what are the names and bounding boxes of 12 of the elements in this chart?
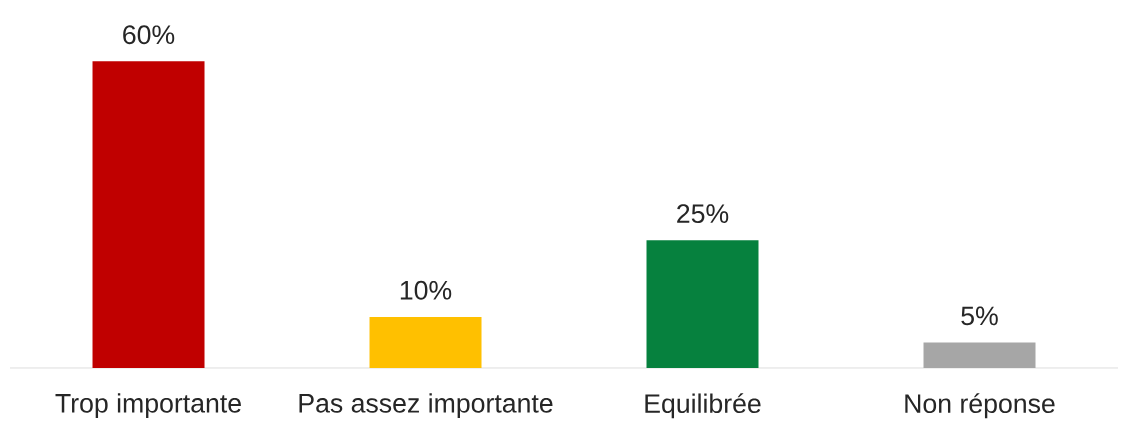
data-label: 25% <box>677 204 729 224</box>
data-label: 10% <box>400 280 452 300</box>
data-label: 60% <box>123 25 175 45</box>
data-label: 5% <box>961 306 998 326</box>
bar <box>92 61 205 368</box>
bar <box>923 342 1036 368</box>
x-tick-label: Pas assez importante <box>299 393 553 418</box>
x-tick-label: Non réponse <box>905 393 1055 419</box>
x-tick-label: Equilibrée <box>645 393 761 419</box>
x-tick-label: Trop importante <box>55 393 241 418</box>
bar <box>369 316 482 368</box>
bar <box>646 240 759 368</box>
